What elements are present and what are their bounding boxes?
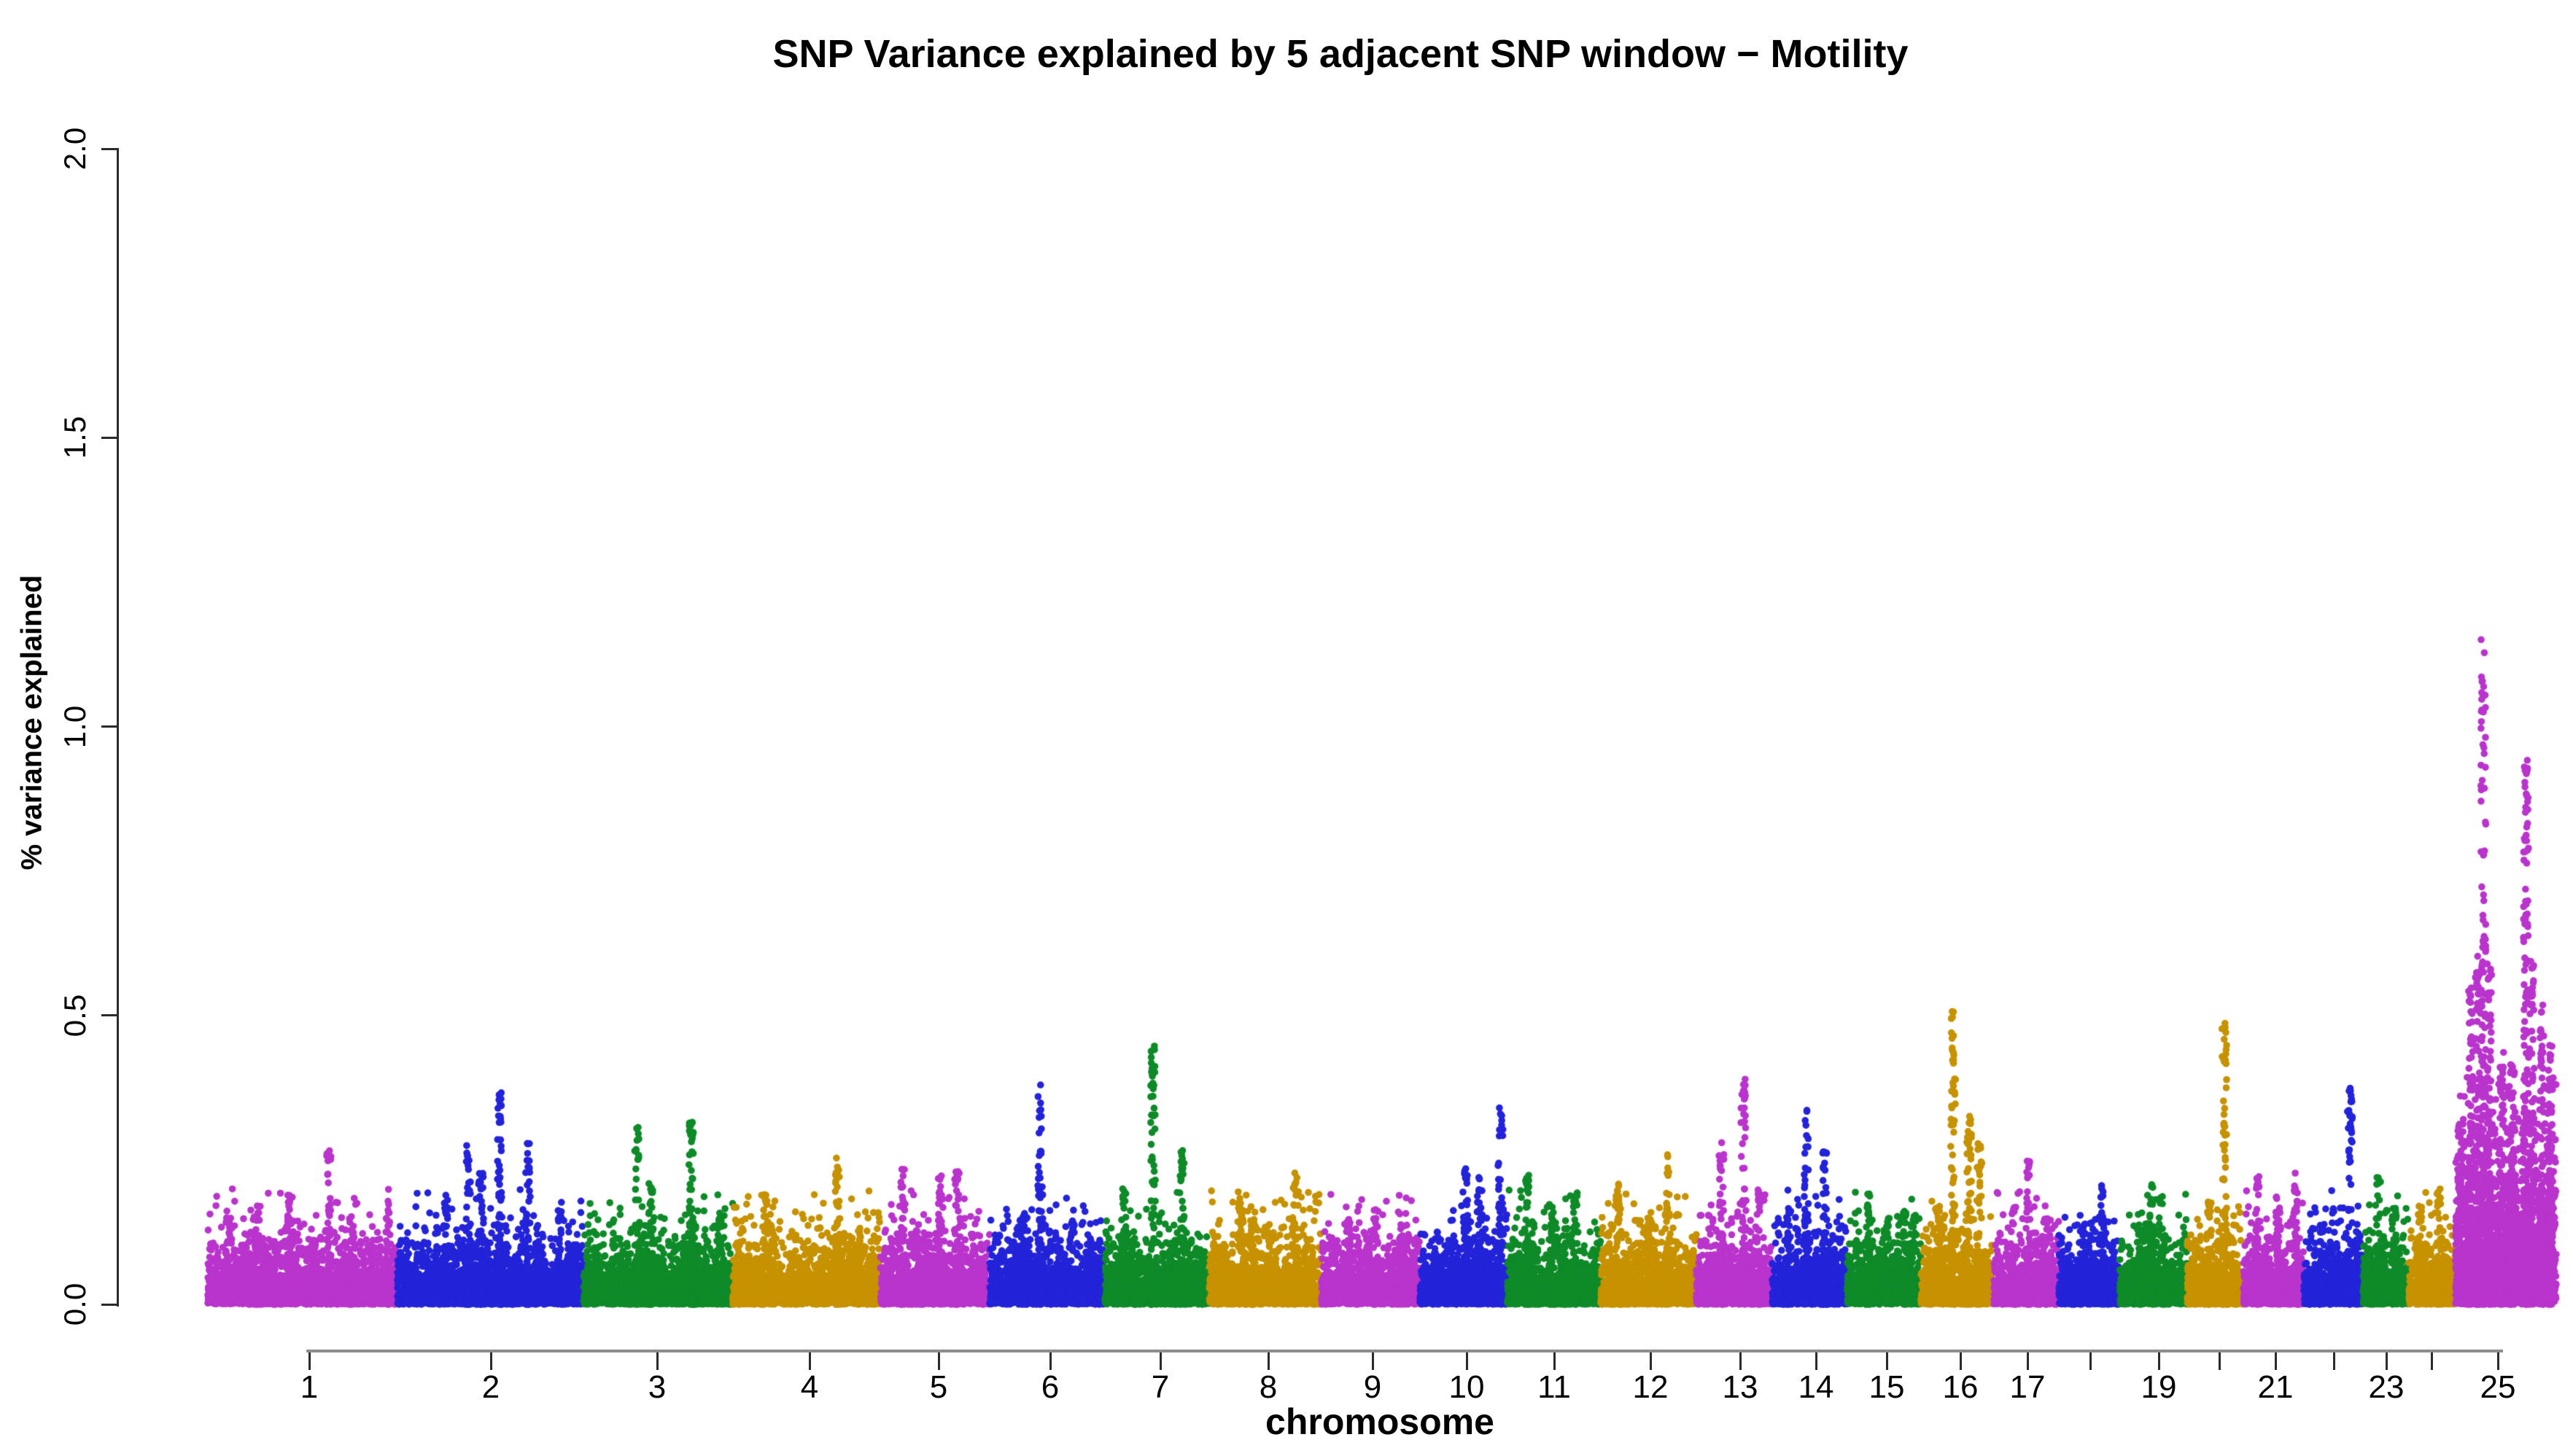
x-tick-mark	[489, 1352, 492, 1370]
x-tick-mark	[308, 1352, 311, 1370]
x-tick-label: 8	[1259, 1369, 1278, 1405]
y-tick-mark	[101, 1014, 117, 1017]
x-tick-mark	[1465, 1352, 1468, 1370]
x-tick-label: 25	[2480, 1369, 2516, 1405]
x-tick-mark	[2274, 1352, 2277, 1370]
x-tick-mark	[2026, 1352, 2029, 1370]
y-axis-label: % variance explained	[15, 575, 48, 871]
x-tick-mark	[937, 1352, 940, 1370]
y-tick-label: 1.5	[58, 416, 92, 459]
x-tick-label: 15	[1868, 1369, 1905, 1405]
x-tick-label: 21	[2257, 1369, 2294, 1405]
x-tick-label: 1	[300, 1369, 319, 1405]
x-tick-label: 5	[929, 1369, 948, 1405]
y-tick-mark	[101, 147, 117, 150]
x-tick-mark	[1885, 1352, 1888, 1370]
x-tick-mark	[808, 1352, 811, 1370]
y-tick-label: 0.0	[58, 1282, 92, 1326]
y-tick-mark	[101, 1303, 117, 1306]
x-tick-mark	[1553, 1352, 1556, 1370]
x-tick-label: 7	[1151, 1369, 1170, 1405]
x-tick-mark	[2089, 1352, 2092, 1370]
y-tick-label: 2.0	[58, 127, 92, 171]
x-tick-mark	[1649, 1352, 1652, 1370]
x-tick-mark	[2218, 1352, 2221, 1370]
x-tick-label: 10	[1448, 1369, 1485, 1405]
plot-title: SNP Variance explained by 5 adjacent SNP…	[772, 32, 1909, 76]
y-axis-line	[117, 148, 119, 1307]
x-tick-label: 11	[1537, 1369, 1571, 1405]
x-tick-label: 16	[1942, 1369, 1979, 1405]
y-tick-label: 1.0	[58, 705, 92, 748]
x-tick-label: 9	[1363, 1369, 1382, 1405]
x-tick-label: 14	[1798, 1369, 1834, 1405]
x-tick-mark	[1267, 1352, 1270, 1370]
x-tick-label: 3	[648, 1369, 667, 1405]
y-tick-mark	[101, 725, 117, 728]
x-tick-mark	[2332, 1352, 2335, 1370]
x-axis-label: chromosome	[1265, 1401, 1494, 1442]
x-tick-label: 19	[2141, 1369, 2177, 1405]
x-tick-label: 6	[1041, 1369, 1060, 1405]
x-tick-label: 13	[1722, 1369, 1758, 1405]
x-tick-mark	[1159, 1352, 1162, 1370]
x-axis-line	[306, 1350, 2503, 1352]
y-tick-label: 0.5	[58, 994, 92, 1037]
x-tick-mark	[656, 1352, 659, 1370]
x-tick-mark	[2157, 1352, 2160, 1370]
x-tick-label: 12	[1632, 1369, 1669, 1405]
y-tick-mark	[101, 436, 117, 439]
x-tick-mark	[2496, 1352, 2499, 1370]
x-tick-mark	[2385, 1352, 2388, 1370]
x-tick-mark	[1739, 1352, 1742, 1370]
x-tick-label: 4	[800, 1369, 819, 1405]
x-tick-label: 23	[2368, 1369, 2405, 1405]
x-tick-mark	[2430, 1352, 2433, 1370]
x-tick-mark	[1371, 1352, 1374, 1370]
x-tick-label: 2	[481, 1369, 500, 1405]
x-tick-mark	[1959, 1352, 1962, 1370]
x-tick-label: 17	[2009, 1369, 2046, 1405]
x-tick-mark	[1049, 1352, 1052, 1370]
x-tick-mark	[1815, 1352, 1817, 1370]
